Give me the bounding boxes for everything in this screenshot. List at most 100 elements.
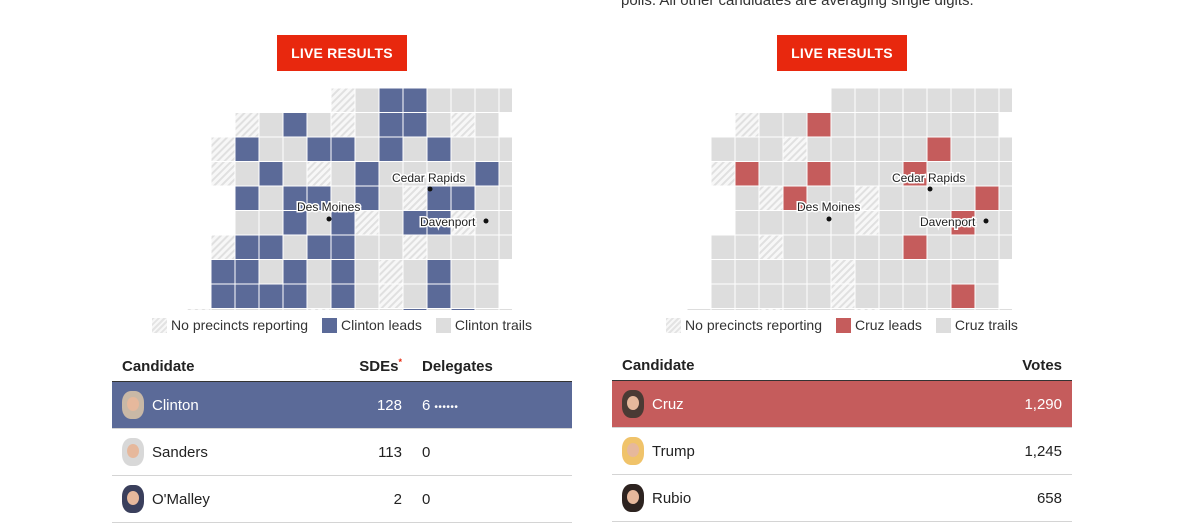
county-cell[interactable]: [734, 161, 760, 187]
county-cell[interactable]: [234, 161, 260, 187]
county-cell[interactable]: [306, 112, 332, 138]
county-cell[interactable]: [830, 112, 856, 138]
county-cell[interactable]: [306, 136, 332, 162]
county-cell[interactable]: [402, 259, 428, 285]
county-cell[interactable]: [258, 283, 284, 309]
county-cell[interactable]: [710, 161, 736, 187]
county-cell[interactable]: [758, 234, 784, 260]
county-cell[interactable]: [330, 210, 356, 236]
county-cell[interactable]: [378, 210, 404, 236]
county-cell[interactable]: [878, 259, 904, 285]
county-cell[interactable]: [426, 112, 452, 138]
county-cell[interactable]: [782, 234, 808, 260]
county-cell[interactable]: [474, 259, 500, 285]
county-cell[interactable]: [830, 308, 856, 311]
county-cell[interactable]: [926, 112, 952, 138]
county-cell[interactable]: [686, 308, 712, 311]
county-cell[interactable]: [998, 136, 1012, 162]
gop-iowa-county-map[interactable]: Cedar Rapids Des Moines Davenport: [672, 85, 1012, 310]
county-cell[interactable]: [974, 308, 1000, 311]
county-cell[interactable]: [378, 112, 404, 138]
county-cell[interactable]: [306, 234, 332, 260]
county-cell[interactable]: [878, 185, 904, 211]
county-cell[interactable]: [330, 161, 356, 187]
county-cell[interactable]: [330, 283, 356, 309]
county-cell[interactable]: [402, 161, 428, 187]
county-cell[interactable]: [354, 136, 380, 162]
county-cell[interactable]: [450, 112, 476, 138]
county-cell[interactable]: [902, 185, 928, 211]
county-cell[interactable]: [830, 210, 856, 236]
county-cell[interactable]: [998, 185, 1012, 211]
county-cell[interactable]: [734, 234, 760, 260]
county-cell[interactable]: [806, 112, 832, 138]
county-cell[interactable]: [234, 283, 260, 309]
county-cell[interactable]: [402, 308, 428, 311]
county-cell[interactable]: [806, 234, 832, 260]
table-row[interactable]: Trump 1,245: [612, 427, 1072, 475]
county-cell[interactable]: [378, 234, 404, 260]
county-cell[interactable]: [426, 185, 452, 211]
county-cell[interactable]: [282, 259, 308, 285]
county-cell[interactable]: [330, 87, 356, 113]
county-cell[interactable]: [710, 136, 736, 162]
county-cell[interactable]: [306, 283, 332, 309]
county-cell[interactable]: [806, 308, 832, 311]
county-cell[interactable]: [234, 259, 260, 285]
county-cell[interactable]: [498, 87, 512, 113]
county-cell[interactable]: [474, 308, 500, 311]
county-cell[interactable]: [734, 210, 760, 236]
county-cell[interactable]: [234, 308, 260, 311]
county-cell[interactable]: [830, 161, 856, 187]
dem-iowa-county-map[interactable]: Cedar Rapids Des Moines Davenport: [172, 85, 512, 310]
table-row[interactable]: Cruz 1,290: [612, 380, 1072, 428]
candidate-header[interactable]: Candidate: [112, 352, 322, 382]
county-cell[interactable]: [782, 259, 808, 285]
county-cell[interactable]: [734, 136, 760, 162]
county-cell[interactable]: [878, 87, 904, 113]
county-cell[interactable]: [498, 308, 512, 311]
county-cell[interactable]: [282, 210, 308, 236]
county-cell[interactable]: [734, 185, 760, 211]
county-cell[interactable]: [854, 136, 880, 162]
county-cell[interactable]: [950, 136, 976, 162]
county-cell[interactable]: [950, 185, 976, 211]
county-cell[interactable]: [258, 308, 284, 311]
county-cell[interactable]: [974, 283, 1000, 309]
delegates-header[interactable]: Delegates: [412, 352, 572, 382]
table-row[interactable]: Rubio 658: [612, 474, 1072, 522]
county-cell[interactable]: [210, 161, 236, 187]
county-cell[interactable]: [474, 185, 500, 211]
county-cell[interactable]: [974, 161, 1000, 187]
county-cell[interactable]: [234, 210, 260, 236]
county-cell[interactable]: [710, 259, 736, 285]
county-cell[interactable]: [902, 234, 928, 260]
county-cell[interactable]: [830, 136, 856, 162]
county-cell[interactable]: [974, 112, 1000, 138]
county-cell[interactable]: [830, 259, 856, 285]
county-cell[interactable]: [854, 210, 880, 236]
county-cell[interactable]: [758, 185, 784, 211]
county-cell[interactable]: [186, 308, 212, 311]
county-cell[interactable]: [498, 234, 512, 260]
county-cell[interactable]: [258, 112, 284, 138]
county-cell[interactable]: [926, 308, 952, 311]
county-cell[interactable]: [378, 185, 404, 211]
county-cell[interactable]: [974, 87, 1000, 113]
county-cell[interactable]: [498, 161, 512, 187]
county-cell[interactable]: [258, 185, 284, 211]
county-cell[interactable]: [378, 283, 404, 309]
county-cell[interactable]: [210, 308, 236, 311]
county-cell[interactable]: [258, 161, 284, 187]
table-row[interactable]: O'Malley 2 0: [112, 475, 572, 523]
county-cell[interactable]: [806, 185, 832, 211]
county-cell[interactable]: [450, 234, 476, 260]
county-cell[interactable]: [734, 308, 760, 311]
county-cell[interactable]: [854, 234, 880, 260]
county-cell[interactable]: [998, 161, 1012, 187]
county-cell[interactable]: [210, 283, 236, 309]
county-cell[interactable]: [998, 308, 1012, 311]
county-cell[interactable]: [806, 259, 832, 285]
county-cell[interactable]: [998, 87, 1012, 113]
county-cell[interactable]: [450, 308, 476, 311]
